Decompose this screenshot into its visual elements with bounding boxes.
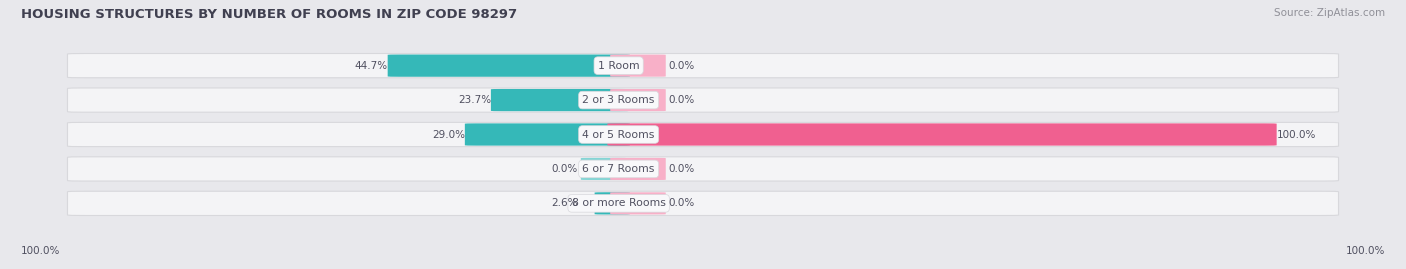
- FancyBboxPatch shape: [67, 88, 1339, 112]
- Text: 23.7%: 23.7%: [458, 95, 491, 105]
- FancyBboxPatch shape: [388, 55, 630, 77]
- FancyBboxPatch shape: [610, 192, 666, 214]
- FancyBboxPatch shape: [67, 157, 1339, 181]
- FancyBboxPatch shape: [610, 158, 666, 180]
- Text: HOUSING STRUCTURES BY NUMBER OF ROOMS IN ZIP CODE 98297: HOUSING STRUCTURES BY NUMBER OF ROOMS IN…: [21, 8, 517, 21]
- FancyBboxPatch shape: [465, 123, 630, 146]
- Text: 2 or 3 Rooms: 2 or 3 Rooms: [582, 95, 655, 105]
- FancyBboxPatch shape: [67, 54, 1339, 78]
- Text: 100.0%: 100.0%: [21, 246, 60, 256]
- FancyBboxPatch shape: [491, 89, 630, 111]
- Text: 29.0%: 29.0%: [432, 129, 465, 140]
- Text: 0.0%: 0.0%: [669, 95, 695, 105]
- Text: 2.6%: 2.6%: [551, 198, 578, 208]
- Text: 100.0%: 100.0%: [1346, 246, 1385, 256]
- Text: 44.7%: 44.7%: [354, 61, 388, 71]
- FancyBboxPatch shape: [610, 55, 666, 77]
- Text: 6 or 7 Rooms: 6 or 7 Rooms: [582, 164, 655, 174]
- FancyBboxPatch shape: [67, 122, 1339, 147]
- Text: 1 Room: 1 Room: [598, 61, 640, 71]
- Text: 0.0%: 0.0%: [669, 61, 695, 71]
- Text: 4 or 5 Rooms: 4 or 5 Rooms: [582, 129, 655, 140]
- Text: 0.0%: 0.0%: [551, 164, 578, 174]
- Text: Source: ZipAtlas.com: Source: ZipAtlas.com: [1274, 8, 1385, 18]
- FancyBboxPatch shape: [610, 89, 666, 111]
- Text: 0.0%: 0.0%: [669, 198, 695, 208]
- Text: 8 or more Rooms: 8 or more Rooms: [572, 198, 665, 208]
- FancyBboxPatch shape: [607, 123, 1277, 146]
- FancyBboxPatch shape: [67, 191, 1339, 215]
- Text: 0.0%: 0.0%: [669, 164, 695, 174]
- FancyBboxPatch shape: [595, 192, 630, 214]
- FancyBboxPatch shape: [581, 158, 627, 180]
- Text: 100.0%: 100.0%: [1277, 129, 1316, 140]
